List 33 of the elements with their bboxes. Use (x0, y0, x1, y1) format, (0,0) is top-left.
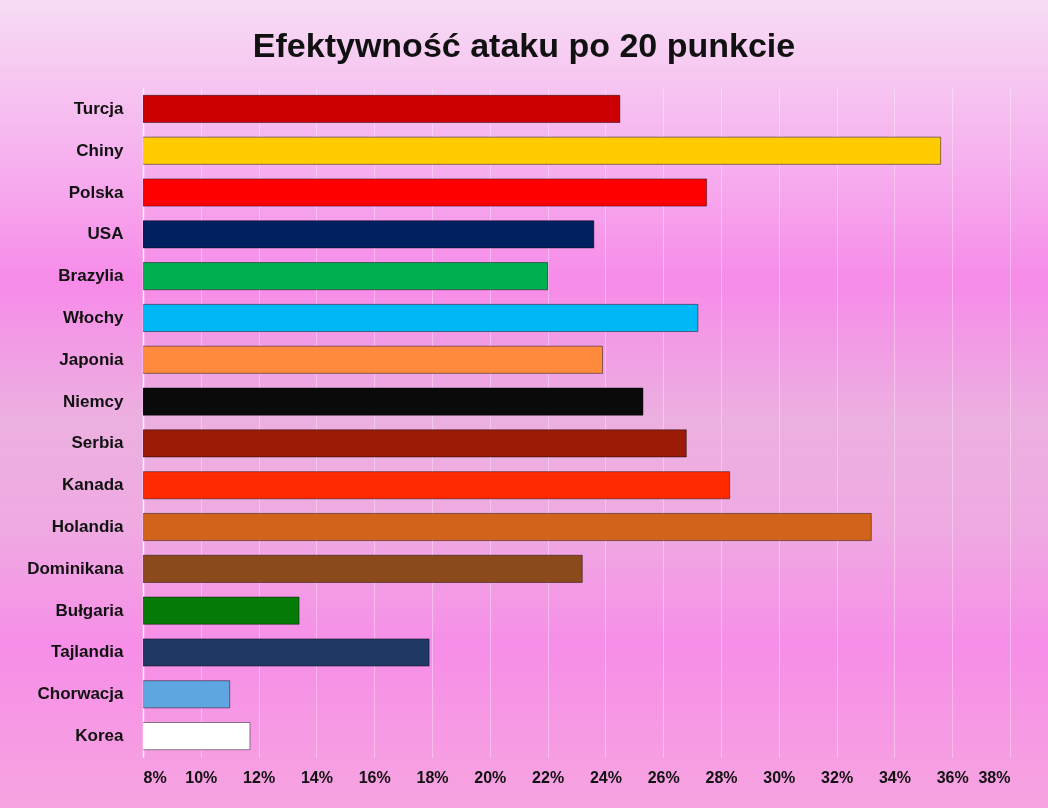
chart-title: Efektywność ataku po 20 punkcie (252, 26, 796, 64)
y-tick-label: Niemcy (63, 391, 125, 411)
y-tick-label: Włochy (63, 307, 125, 327)
y-tick-label: Chorwacja (37, 684, 125, 704)
x-tick-label: 38% (978, 768, 1011, 786)
x-tick-label: 22% (532, 768, 565, 786)
x-tick-label: 24% (589, 768, 622, 786)
y-tick-label: Polska (68, 182, 125, 202)
x-tick-label: 12% (243, 768, 276, 786)
x-tick-label: 36% (936, 768, 969, 786)
y-tick-label: Brazylia (58, 266, 125, 286)
x-tick-label: 20% (474, 768, 507, 786)
y-tick-label: Bułgaria (55, 600, 125, 620)
y-tick-label: Turcja (73, 98, 125, 118)
x-tick-label: 32% (821, 768, 854, 786)
y-tick-label: Holandia (51, 517, 125, 537)
x-tick-label: 34% (878, 768, 911, 786)
x-tick-label: 18% (416, 768, 449, 786)
y-tick-label: Chiny (76, 140, 125, 160)
y-tick-label: Tajlandia (51, 642, 125, 662)
x-tick-label: 16% (358, 768, 391, 786)
y-tick-label: Korea (75, 726, 125, 746)
y-tick-label: USA (87, 224, 124, 244)
x-tick-label: 28% (705, 768, 738, 786)
y-tick-label: Japonia (59, 349, 125, 369)
y-tick-label: Kanada (62, 475, 125, 495)
x-tick-label: 26% (647, 768, 680, 786)
y-tick-label: Serbia (71, 433, 125, 453)
x-tick-label: 30% (763, 768, 796, 786)
y-tick-label: Dominikana (27, 558, 125, 578)
x-tick-label: 14% (300, 768, 333, 786)
x-tick-label: 8% (143, 768, 167, 786)
x-tick-label: 10% (185, 768, 218, 786)
